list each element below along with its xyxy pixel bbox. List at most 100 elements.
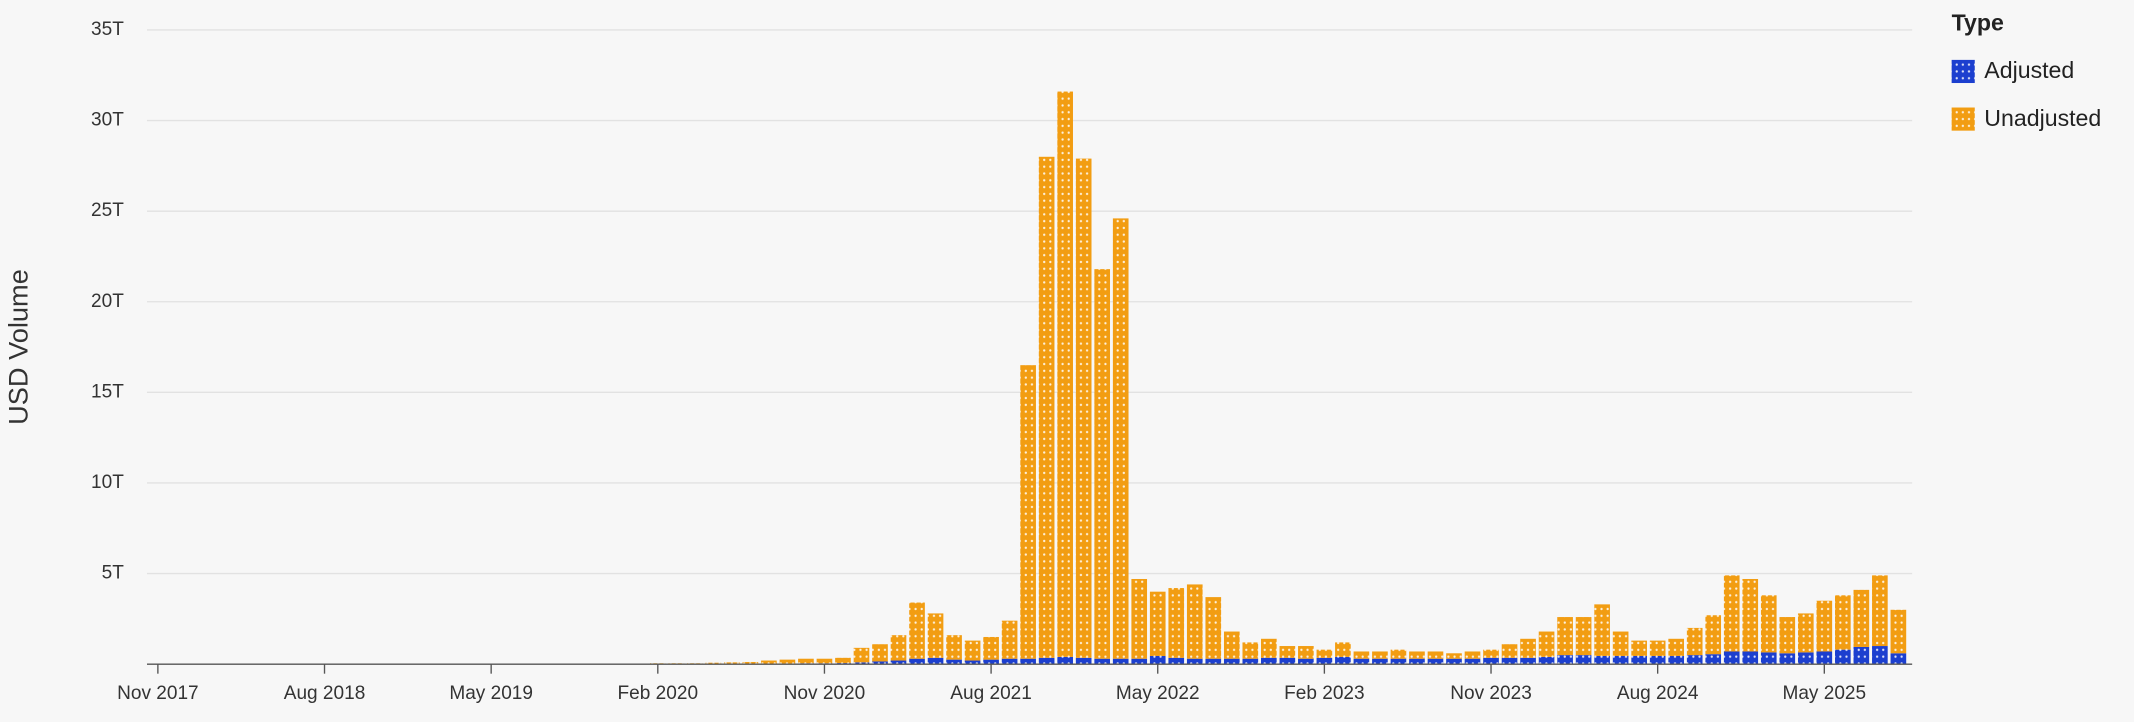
y-tick-label: 20T [91,291,124,312]
bar-segment [1446,658,1462,665]
bar-segment [1131,578,1148,659]
bar-segment [964,660,981,665]
bar-segment [1890,609,1907,654]
bar-segment [1223,658,1240,665]
bar-segment [927,613,944,658]
bar-segment [1705,654,1722,665]
bar-segment [1779,617,1796,654]
bar-segment [1279,646,1296,658]
bar-segment [1038,657,1055,665]
x-tick-label: Aug 2024 [1617,683,1699,704]
bar-segment [1242,658,1259,665]
bar-segment [1112,658,1129,665]
legend-swatch [1951,59,1975,84]
bar-segment [983,636,999,660]
bar-segment [1835,649,1851,665]
bar-segment [1760,652,1777,665]
bar-segment [1575,617,1592,656]
bar-segment [1075,657,1092,665]
bar-segment [1075,158,1092,658]
legend-title: Type [1952,10,2004,36]
bar-segment [1816,600,1833,652]
bar-segment [761,660,777,664]
bar-segment [1760,595,1777,653]
bar-segment [1298,658,1314,665]
legend-label: Adjusted [1984,57,2074,83]
x-tick-label: Feb 2023 [1284,683,1364,704]
bar-segment [1168,588,1185,658]
bar-segment [1168,657,1185,665]
bar-segment [1594,604,1610,657]
y-tick-label: 30T [91,110,124,131]
y-axis-title: USD Volume [3,269,34,425]
bar-segment [1001,620,1018,659]
bar-segment [742,661,759,664]
bar-segment [1557,617,1573,656]
bar-segment [1372,651,1388,659]
bar-segment [1872,575,1888,647]
bar-segment [946,635,962,660]
bar-segment [1779,653,1796,665]
bar-segment [1890,653,1907,665]
bar-segment [1038,156,1055,658]
bar-segment [705,662,722,664]
bar-segment [816,658,833,664]
bar-segment [1335,642,1351,657]
bar-segment [1057,656,1073,665]
bar-segment [1853,646,1870,665]
bar-segment [909,658,925,665]
bar-segment [909,602,925,659]
bar-segment [1797,652,1814,665]
bar-segment [1631,656,1647,665]
bar-segment [1223,631,1240,659]
bar-segment [1723,575,1740,652]
bar-segment [853,662,870,665]
bar-segment [946,659,962,665]
bar-segment [1353,651,1370,659]
bar-segment [983,659,999,665]
bar-segment [1853,589,1870,647]
bar-segment [1186,584,1203,659]
bar-segment [1872,646,1888,665]
bar-segment [1649,640,1666,657]
bar-segment [1464,651,1481,659]
x-tick-label: Aug 2021 [950,683,1032,704]
bar-segment [1001,658,1018,665]
bar-segment [1464,658,1481,665]
bar-segment [872,661,888,665]
bar-segment [1668,638,1685,657]
bar-segment [1316,649,1333,658]
bar-segment [1372,658,1388,665]
bar-segment [1353,658,1370,665]
bar-segment [1797,613,1814,653]
bar-segment [1057,91,1073,657]
bar-segment [1298,646,1314,659]
bar-segment [1131,658,1148,665]
bar-segment [1316,657,1333,665]
bar-segment [1612,631,1629,657]
bar-segment [1501,644,1518,658]
bar-segment [1261,638,1277,658]
bar-segment [1020,365,1036,659]
bar-segment [1409,658,1425,665]
bar-segment [1538,631,1555,657]
bar-segment [835,657,851,664]
bar-segment [927,657,944,665]
x-tick-label: Nov 2023 [1450,683,1532,704]
bar-segment [1520,657,1536,665]
x-tick-label: May 2025 [1782,683,1866,704]
bar-segment [1390,649,1407,659]
bar-segment [1409,651,1425,659]
y-tick-label: 35T [91,19,124,40]
bar-segment [1520,638,1536,658]
bar-segment [1594,656,1610,665]
bar-segment [1575,655,1592,665]
bar-segment [1557,655,1573,665]
bar-segment [1261,657,1277,665]
bar-segment [1446,653,1462,659]
bar-segment [1094,269,1111,659]
bar-segment [1742,651,1759,665]
bar-segment [1742,578,1759,652]
